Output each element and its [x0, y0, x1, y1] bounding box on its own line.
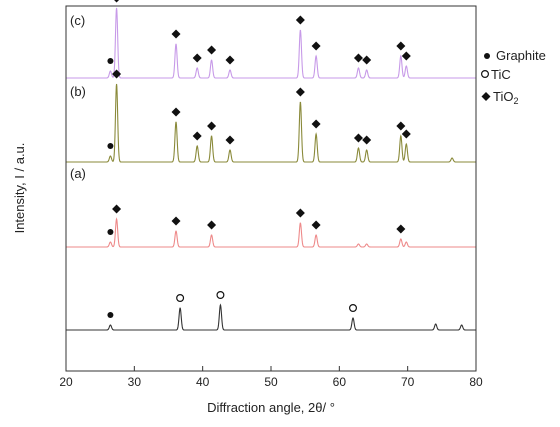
x-tick-label-80: 80	[469, 375, 483, 389]
x-axis-ticks: 20 30 40 50 60 70 80	[59, 366, 483, 389]
x-axis-label: Diffraction angle, 2θ/ °	[207, 400, 335, 415]
xrd-traces	[66, 7, 476, 331]
phase-markers	[107, 0, 411, 318]
diamond-marker	[171, 107, 181, 117]
panel-label-c: (c)	[70, 13, 85, 28]
diamond-marker	[353, 53, 363, 63]
tic-circle-icon	[481, 69, 490, 78]
legend-item-tio2: TiO2	[481, 89, 518, 106]
legend-item-tic: TiC	[481, 67, 511, 82]
diamond-marker	[171, 29, 181, 39]
plot-frame	[65, 5, 477, 372]
diamond-marker	[225, 135, 235, 145]
dot-marker	[107, 229, 114, 235]
diamond-marker	[295, 15, 305, 25]
x-tick-label-50: 50	[264, 375, 278, 389]
diamond-marker	[192, 131, 202, 141]
xrd-trace-b	[66, 83, 476, 163]
x-tick-label-60: 60	[333, 375, 347, 389]
diamond-marker	[396, 121, 406, 131]
diamond-marker	[192, 53, 202, 63]
diamond-marker	[353, 133, 363, 143]
circle-marker	[176, 294, 185, 303]
diamond-marker	[311, 119, 321, 129]
diamond-marker	[207, 45, 217, 55]
diamond-marker	[207, 220, 217, 230]
x-tick-label-70: 70	[401, 375, 415, 389]
diamond-marker	[311, 41, 321, 51]
panel-labels: (a) (b) (c)	[70, 13, 86, 181]
legend-label-tio2: TiO2	[493, 89, 518, 106]
x-tick-label-40: 40	[196, 375, 210, 389]
xrd-trace-raw	[66, 303, 476, 331]
diamond-marker	[362, 135, 372, 145]
panel-label-a: (a)	[70, 166, 86, 181]
legend-label-tic: TiC	[491, 67, 511, 82]
y-axis-label: Intensity, I / a.u.	[12, 143, 27, 234]
x-tick-label-20: 20	[59, 375, 73, 389]
diamond-marker	[311, 220, 321, 230]
xrd-trace-a	[66, 217, 476, 248]
xrd-trace-c	[66, 7, 476, 79]
graphite-dot-icon	[484, 53, 490, 59]
legend-item-graphite: Graphite	[484, 48, 546, 63]
diamond-marker	[362, 55, 372, 65]
dot-marker	[107, 57, 114, 64]
diamond-marker	[295, 87, 305, 97]
diamond-marker	[396, 224, 406, 234]
panel-label-b: (b)	[70, 84, 86, 99]
dot-marker	[107, 312, 114, 318]
diamond-marker	[401, 51, 411, 61]
diamond-marker	[114, 0, 120, 3]
tio2-diamond-icon	[481, 92, 491, 101]
diamond-marker	[396, 41, 406, 51]
diamond-marker	[112, 204, 122, 214]
diamond-marker	[401, 129, 411, 139]
legend: Graphite TiC TiO2	[481, 48, 546, 106]
diamond-marker	[171, 216, 181, 226]
x-tick-label-30: 30	[128, 375, 142, 389]
diamond-marker	[225, 55, 235, 65]
legend-label-graphite: Graphite	[496, 48, 546, 63]
tio2-subscript: 2	[513, 96, 518, 106]
diamond-marker	[295, 208, 305, 218]
circle-marker	[349, 304, 358, 313]
diamond-marker	[112, 69, 122, 79]
circle-marker	[216, 291, 225, 300]
diamond-marker	[207, 121, 217, 131]
dot-marker	[107, 142, 114, 149]
